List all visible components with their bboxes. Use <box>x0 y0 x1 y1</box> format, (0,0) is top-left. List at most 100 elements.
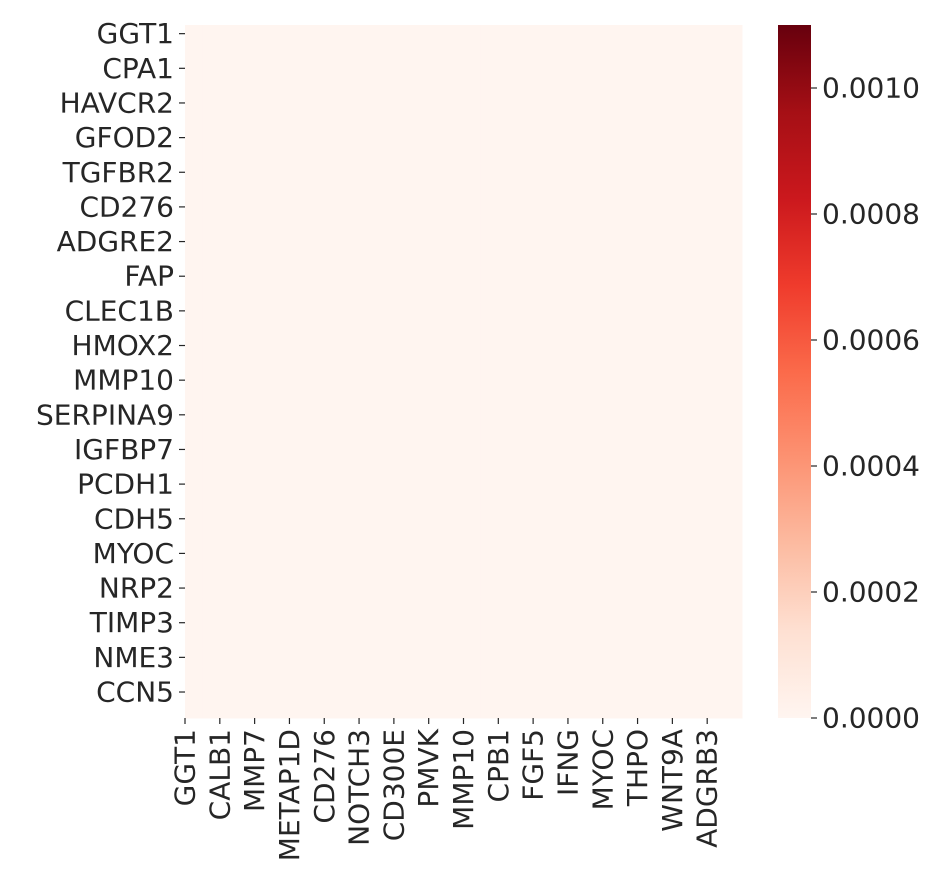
heatmap-cell <box>376 544 395 563</box>
heatmap-cell <box>724 544 743 563</box>
heatmap-cell <box>237 25 256 43</box>
heatmap-cell <box>324 596 343 615</box>
heatmap-cell <box>324 76 343 95</box>
heatmap-cell <box>411 319 430 338</box>
heatmap-cell <box>672 666 691 684</box>
heatmap-cell <box>480 510 499 528</box>
heatmap-cell <box>446 59 464 78</box>
heatmap-cell <box>567 475 586 494</box>
heatmap-cell <box>689 94 708 113</box>
heatmap-cell <box>654 683 673 702</box>
heatmap-cell <box>202 406 221 424</box>
heatmap-cell <box>219 666 238 684</box>
y-tick-label: SERPINA9 <box>36 398 174 431</box>
heatmap-cell <box>237 371 256 390</box>
heatmap-cell <box>219 111 238 130</box>
heatmap-cell <box>272 562 290 580</box>
heatmap-cell <box>515 319 534 338</box>
heatmap-cell <box>533 631 552 650</box>
heatmap-cell <box>341 25 360 43</box>
heatmap-cell <box>654 111 673 130</box>
heatmap-cell <box>306 406 325 424</box>
heatmap-cell <box>515 267 534 286</box>
heatmap-cell <box>359 406 377 424</box>
heatmap-cell <box>219 215 238 234</box>
heatmap-cell <box>672 42 691 61</box>
heatmap-cell <box>654 614 673 632</box>
heatmap-cell <box>219 614 238 632</box>
heatmap-cell <box>620 163 639 182</box>
heatmap-cell <box>567 406 586 424</box>
heatmap-cell <box>620 232 639 251</box>
heatmap-cell <box>654 215 673 234</box>
heatmap-cell <box>237 180 256 199</box>
heatmap-cell <box>550 25 569 43</box>
heatmap-cell <box>428 232 447 251</box>
heatmap-cell <box>689 25 708 43</box>
x-tick-label: FGF5 <box>517 729 550 801</box>
heatmap-cell <box>498 562 517 580</box>
heatmap-cell <box>272 267 290 286</box>
heatmap-cell <box>620 76 639 95</box>
heatmap-cell <box>411 146 430 165</box>
heatmap-cell <box>463 492 482 511</box>
heatmap-cell <box>341 406 360 424</box>
heatmap-cell <box>620 284 639 303</box>
heatmap-cell <box>672 631 691 650</box>
heatmap-cell <box>533 544 552 563</box>
heatmap-cell <box>306 76 325 95</box>
y-tick-label: FAP <box>124 260 174 293</box>
heatmap-cell <box>254 492 273 511</box>
heatmap-cell <box>202 42 221 61</box>
heatmap-cell <box>585 510 604 528</box>
heatmap-cell <box>480 76 499 95</box>
heatmap-cell <box>341 683 360 702</box>
heatmap-cell <box>654 302 673 321</box>
heatmap-cell <box>480 596 499 615</box>
heatmap-cell <box>498 579 517 598</box>
heatmap-cell <box>376 232 395 251</box>
heatmap-cell <box>602 111 621 130</box>
heatmap-cell <box>393 76 412 95</box>
heatmap-cell <box>376 631 395 650</box>
heatmap-cell <box>672 510 691 528</box>
heatmap-cell <box>637 302 656 321</box>
y-tick-label: MYOC <box>93 537 174 570</box>
heatmap-cell <box>602 180 621 199</box>
heatmap-cell <box>185 302 203 321</box>
heatmap-cell <box>654 562 673 580</box>
heatmap-cell <box>428 128 447 147</box>
heatmap-cell <box>620 492 639 511</box>
heatmap-cell <box>306 579 325 598</box>
heatmap-cell <box>498 284 517 303</box>
heatmap-cell <box>463 631 482 650</box>
heatmap-cell <box>324 371 343 390</box>
heatmap-cell <box>202 128 221 147</box>
heatmap-cell <box>237 492 256 511</box>
heatmap-cell <box>672 475 691 494</box>
heatmap-cell <box>202 319 221 338</box>
heatmap-cell <box>428 700 447 719</box>
heatmap-cell <box>637 683 656 702</box>
heatmap-cell <box>585 94 604 113</box>
heatmap-cell <box>185 423 203 442</box>
heatmap-cell <box>428 76 447 95</box>
heatmap-cell <box>446 163 464 182</box>
heatmap-cell <box>620 354 639 372</box>
heatmap-cell <box>480 25 499 43</box>
heatmap-cell <box>707 648 726 667</box>
heatmap-cell <box>637 614 656 632</box>
heatmap-cell <box>602 284 621 303</box>
heatmap-cell <box>620 440 639 459</box>
heatmap-cell <box>620 111 639 130</box>
heatmap-cell <box>411 25 430 43</box>
heatmap-cell <box>654 42 673 61</box>
heatmap-cell <box>585 354 604 372</box>
heatmap-cell <box>272 111 290 130</box>
heatmap-cell <box>550 232 569 251</box>
heatmap-cell <box>306 59 325 78</box>
heatmap-cell <box>393 319 412 338</box>
heatmap-cell <box>550 76 569 95</box>
heatmap-cell <box>254 302 273 321</box>
heatmap-cell <box>707 423 726 442</box>
